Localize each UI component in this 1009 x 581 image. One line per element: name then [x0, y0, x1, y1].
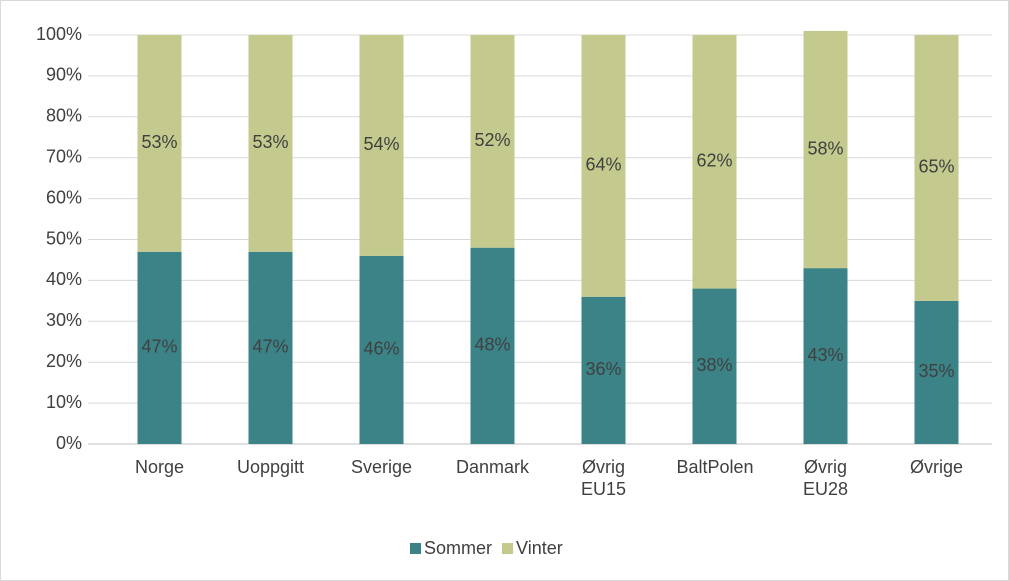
bar-segment: [803, 30, 848, 269]
value-label: 52%: [474, 130, 510, 150]
value-label: 36%: [585, 359, 621, 379]
bar-segment: [248, 251, 293, 444]
x-tick-label: Norge: [134, 457, 185, 477]
value-label: 53%: [252, 132, 288, 152]
value-label: 65%: [918, 157, 954, 177]
y-tick-label: 60%: [46, 187, 82, 207]
value-label: 43%: [807, 345, 843, 365]
value-label: 38%: [696, 355, 732, 375]
y-tick-label: 10%: [46, 392, 82, 412]
bar-segment: [470, 35, 515, 248]
value-label: 58%: [807, 138, 843, 158]
value-label: 46%: [363, 339, 399, 359]
legend-label: Sommer: [424, 538, 492, 558]
bar-segment: [692, 35, 737, 289]
bar-segment: [692, 288, 737, 444]
bar-segment: [137, 35, 182, 252]
value-label: 53%: [141, 132, 177, 152]
y-tick-label: 50%: [46, 228, 82, 248]
y-tick-label: 0%: [56, 433, 82, 453]
x-tick-label: Danmark: [455, 457, 530, 477]
x-tick-label: BaltPolen: [676, 457, 754, 477]
value-label: 35%: [918, 361, 954, 381]
legend-swatch: [410, 543, 421, 554]
bar-segment: [803, 268, 848, 444]
y-tick-label: 100%: [36, 24, 82, 44]
y-tick-label: 90%: [46, 65, 82, 85]
bar-segment: [581, 296, 626, 444]
y-tick-label: 40%: [46, 269, 82, 289]
value-label: 62%: [696, 151, 732, 171]
x-tick-label: Uoppgitt: [236, 457, 305, 477]
x-tick-label: Sverige: [350, 457, 413, 477]
x-tick-label: Øvrige: [909, 457, 963, 477]
bar-segment: [914, 300, 959, 444]
y-tick-label: 80%: [46, 106, 82, 126]
value-label: 47%: [252, 337, 288, 357]
bar-segment: [470, 247, 515, 444]
bar-segment: [359, 35, 404, 256]
y-tick-label: 70%: [46, 146, 82, 166]
value-label: 64%: [585, 155, 621, 175]
bar-segment: [248, 35, 293, 252]
bar-segment: [359, 255, 404, 444]
y-tick-label: 20%: [46, 351, 82, 371]
bar-segment: [914, 35, 959, 301]
y-tick-label: 30%: [46, 310, 82, 330]
bar-segment: [137, 251, 182, 444]
legend-label: Vinter: [516, 538, 563, 558]
x-tick-label: Øvrig EU28: [802, 457, 849, 499]
value-label: 48%: [474, 335, 510, 355]
bar-segment: [581, 35, 626, 297]
value-label: 47%: [141, 337, 177, 357]
x-tick-label: Øvrig EU15: [580, 457, 627, 499]
value-label: 54%: [363, 134, 399, 154]
legend-swatch: [502, 543, 514, 554]
